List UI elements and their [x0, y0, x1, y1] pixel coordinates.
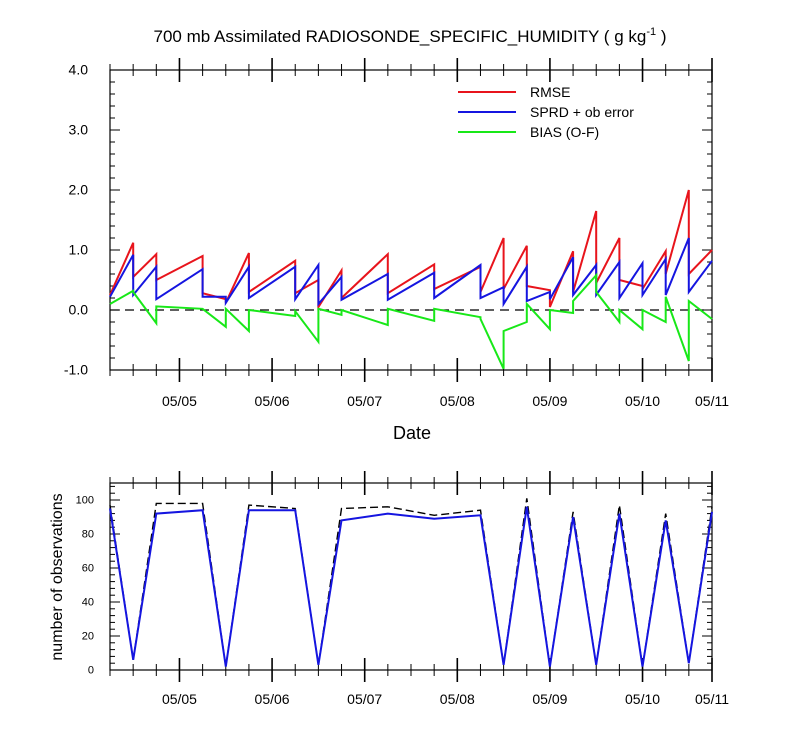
top-x-tick-label: 05/05: [162, 393, 197, 409]
top-y-tick-label: 4.0: [69, 62, 89, 78]
bottom-x-tick-label: 05/06: [255, 691, 290, 707]
bottom-panel: 05/05 05/06 05/07 05/08 05/09 05/10 05/11 0 20 40…: [76, 471, 729, 707]
bottom-series-assimilated-observations: [109, 506, 713, 667]
top-x-tick-label: 05/06: [255, 393, 290, 409]
top-x-tick-label: 05/07: [347, 393, 382, 409]
bottom-x-tick-label: 05/05: [162, 691, 197, 707]
top-series-bias-o-f: [109, 272, 713, 370]
bottom-x-tick-label: 05/07: [347, 691, 382, 707]
top-x-tick-label: 05/11: [695, 393, 729, 409]
legend: RMSE SPRD + ob error BIAS (O-F): [458, 84, 634, 140]
top-y-tick-label: 1.0: [69, 242, 89, 258]
bottom-y-tick-label: 40: [82, 597, 94, 609]
top-y-tick-label: 2.0: [69, 182, 89, 198]
bottom-y-tick-label: 20: [82, 631, 94, 643]
bottom-x-tick-label: 05/11: [695, 691, 729, 707]
x-axis-label: Date: [393, 423, 431, 443]
bottom-y-tick-label: 0: [88, 665, 94, 677]
top-x-tick-label: 05/09: [532, 393, 567, 409]
bottom-x-tick-label: 05/08: [440, 691, 475, 707]
bottom-y-tick-label: 100: [76, 495, 94, 507]
top-y-tick-label: -1.0: [64, 362, 88, 378]
top-panel: 05/05 05/06 05/07 05/08 05/09 05/10 05/11 -1.0 0…: [64, 58, 729, 409]
legend-label-bias: BIAS (O-F): [530, 124, 599, 140]
top-y-tick-label: 0.0: [69, 302, 89, 318]
bottom-series-possible-observations: [109, 498, 713, 667]
bottom-y-tick-label: 60: [82, 563, 94, 575]
top-x-tick-label: 05/10: [625, 393, 660, 409]
top-series-sprd-ob-error: [109, 237, 713, 308]
chart-title: 700 mb Assimilated RADIOSONDE_SPECIFIC_H…: [154, 26, 667, 46]
bottom-y-tick-label: 80: [82, 529, 94, 541]
legend-label-sprd: SPRD + ob error: [530, 104, 634, 120]
top-y-tick-label: 3.0: [69, 122, 89, 138]
legend-label-rmse: RMSE: [530, 84, 570, 100]
top-series-rmse: [109, 189, 713, 311]
bottom-x-tick-label: 05/09: [532, 691, 567, 707]
bottom-x-tick-label: 05/10: [625, 691, 660, 707]
y-axis-label: number of observations: [49, 493, 66, 660]
top-x-tick-label: 05/08: [440, 393, 475, 409]
